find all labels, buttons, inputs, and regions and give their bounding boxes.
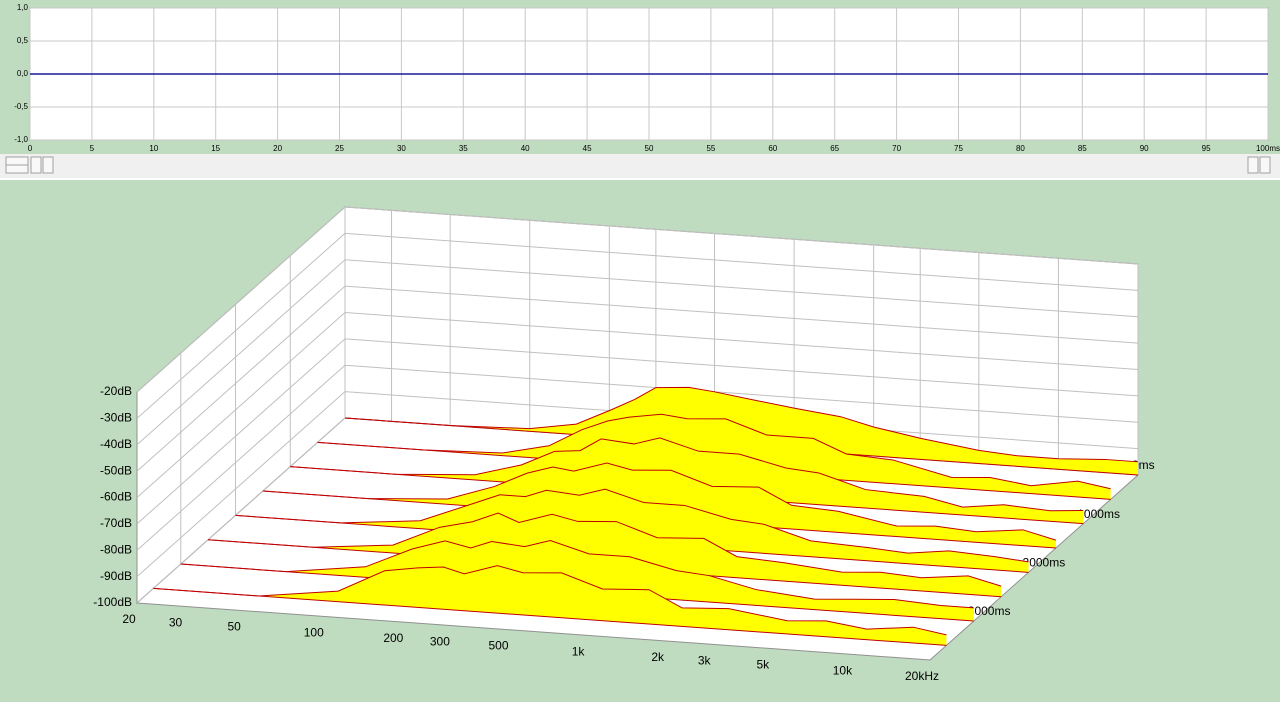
x-tick-label: 1k — [572, 644, 586, 658]
t-tick-label: 1000ms — [1077, 507, 1120, 521]
slice-line — [180, 539, 974, 609]
x-tick-label: 60 — [768, 144, 777, 153]
x-tick-label: 40 — [521, 144, 530, 153]
x-tick-label: 45 — [583, 144, 592, 153]
x-tick-label: 0 — [28, 144, 33, 153]
y-tick-label: -0,5 — [14, 102, 28, 111]
slice-line — [262, 462, 1057, 541]
z-tick-label: -60dB — [100, 490, 132, 504]
x-tick-label: 100ms — [1256, 144, 1280, 153]
z-tick-label: -80dB — [100, 542, 132, 556]
y-tick-label: -1,0 — [14, 135, 28, 144]
slice-line — [290, 437, 1084, 512]
x-tick-label: 25 — [335, 144, 344, 153]
slice-line — [208, 512, 1002, 587]
x-tick-label: 50 — [228, 620, 242, 634]
z-tick-label: -100dB — [93, 595, 132, 609]
x-tick-label: 10k — [833, 663, 853, 677]
x-tick-label: 15 — [211, 144, 220, 153]
z-tick-label: -30dB — [100, 411, 132, 425]
t-tick-label: 3000ms — [968, 604, 1011, 618]
y-tick-label: 0,5 — [17, 36, 29, 45]
z-tick-label: -50dB — [100, 463, 132, 477]
x-tick-label: 50 — [645, 144, 654, 153]
x-tick-label: 80 — [1016, 144, 1025, 153]
slice-line — [317, 413, 1111, 490]
slice-line — [235, 488, 1029, 563]
x-tick-label: 20kHz — [905, 669, 939, 683]
slice-base — [153, 587, 947, 646]
scroll-left[interactable] — [30, 156, 42, 174]
x-tick-label: 30 — [397, 144, 406, 153]
x-tick-label: 95 — [1202, 144, 1211, 153]
slice-line — [344, 386, 1139, 463]
x-tick-label: 300 — [430, 635, 450, 649]
z-tick-label: -40dB — [100, 437, 132, 451]
t-tick-label: 2000ms — [1023, 556, 1066, 570]
x-tick-label: 70 — [892, 144, 901, 153]
scroll-right[interactable] — [42, 156, 54, 174]
z-tick-label: -90dB — [100, 569, 132, 583]
x-tick-label: 35 — [459, 144, 468, 153]
x-tick-label: 30 — [169, 616, 183, 630]
x-tick-label: 2k — [651, 650, 665, 664]
z-tick-label: -20dB — [100, 384, 132, 398]
x-tick-label: 20 — [273, 144, 282, 153]
slice-line — [153, 565, 947, 636]
x-tick-label: 75 — [954, 144, 963, 153]
y-tick-label: 0,0 — [17, 69, 29, 78]
x-tick-label: 85 — [1078, 144, 1087, 153]
x-tick-label: 100 — [304, 625, 324, 639]
x-tick-label: 5 — [90, 144, 95, 153]
x-tick-label: 200 — [383, 631, 403, 645]
y-tick-label: 1,0 — [17, 3, 29, 12]
scroll-left-end[interactable] — [1247, 156, 1259, 174]
x-tick-label: 500 — [489, 639, 509, 653]
x-tick-label: 55 — [706, 144, 715, 153]
x-tick-label: 3k — [698, 654, 712, 668]
x-tick-label: 5k — [757, 658, 771, 672]
x-tick-label: 90 — [1140, 144, 1149, 153]
x-tick-label: 20 — [122, 612, 136, 626]
scroll-row — [0, 154, 1280, 178]
x-tick-label: 65 — [830, 144, 839, 153]
x-tick-label: 10 — [149, 144, 158, 153]
z-tick-label: -70dB — [100, 516, 132, 530]
scroll-right-end[interactable] — [1259, 156, 1271, 174]
